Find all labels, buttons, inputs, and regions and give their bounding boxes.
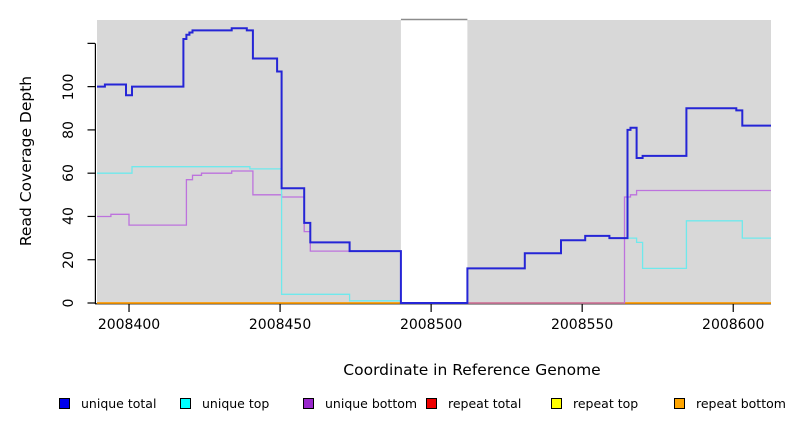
legend-item-repeat-top: repeat top <box>551 394 638 412</box>
legend-label: repeat bottom <box>696 395 786 411</box>
legend-item-repeat-bottom: repeat bottom <box>674 394 786 412</box>
x-tick-label: 2008450 <box>248 317 312 333</box>
x-tick-label: 2008550 <box>550 317 614 333</box>
legend-item-unique-bottom: unique bottom <box>303 394 417 412</box>
legend-label: repeat top <box>573 395 639 411</box>
legend-item-unique-total: unique total <box>59 394 156 412</box>
repeat-bottom-swatch-icon <box>674 397 685 409</box>
legend-item-unique-top: unique top <box>180 394 269 412</box>
unique-bottom-swatch-icon <box>303 397 314 409</box>
x-axis-title-text: Coordinate in Reference Genome <box>343 361 601 379</box>
y-tick-label-text: 0 <box>61 298 77 308</box>
x-axis-title: Coordinate in Reference Genome <box>0 361 792 379</box>
unique-top-swatch-icon <box>180 397 191 409</box>
legend-label: unique total <box>81 395 157 411</box>
x-tick-label: 2008500 <box>399 317 463 333</box>
legend: unique total unique top unique bottom re… <box>0 394 792 414</box>
unique-total-swatch-icon <box>59 397 70 409</box>
legend-label: unique top <box>202 395 270 411</box>
y-tick-label-text: 100 <box>61 73 77 100</box>
y-axis-title-text: Read Coverage Depth <box>17 75 35 247</box>
legend-label: unique bottom <box>325 395 418 411</box>
series-unique-total <box>97 27 771 304</box>
x-tick-label: 2008600 <box>702 317 765 333</box>
y-tick-label-text: 80 <box>61 120 77 139</box>
legend-label: repeat total <box>448 395 522 411</box>
legend-item-repeat-total: repeat total <box>426 394 521 412</box>
y-tick-label-text: 40 <box>61 207 77 226</box>
x-tick-label: 2008400 <box>97 317 161 333</box>
masked-region <box>400 19 468 303</box>
y-tick-label-text: 60 <box>61 164 77 183</box>
series-unique-bottom <box>97 170 771 304</box>
repeat-top-swatch-icon <box>551 397 562 409</box>
y-tick-label-text: 20 <box>61 250 77 269</box>
repeat-total-swatch-icon <box>426 397 437 409</box>
